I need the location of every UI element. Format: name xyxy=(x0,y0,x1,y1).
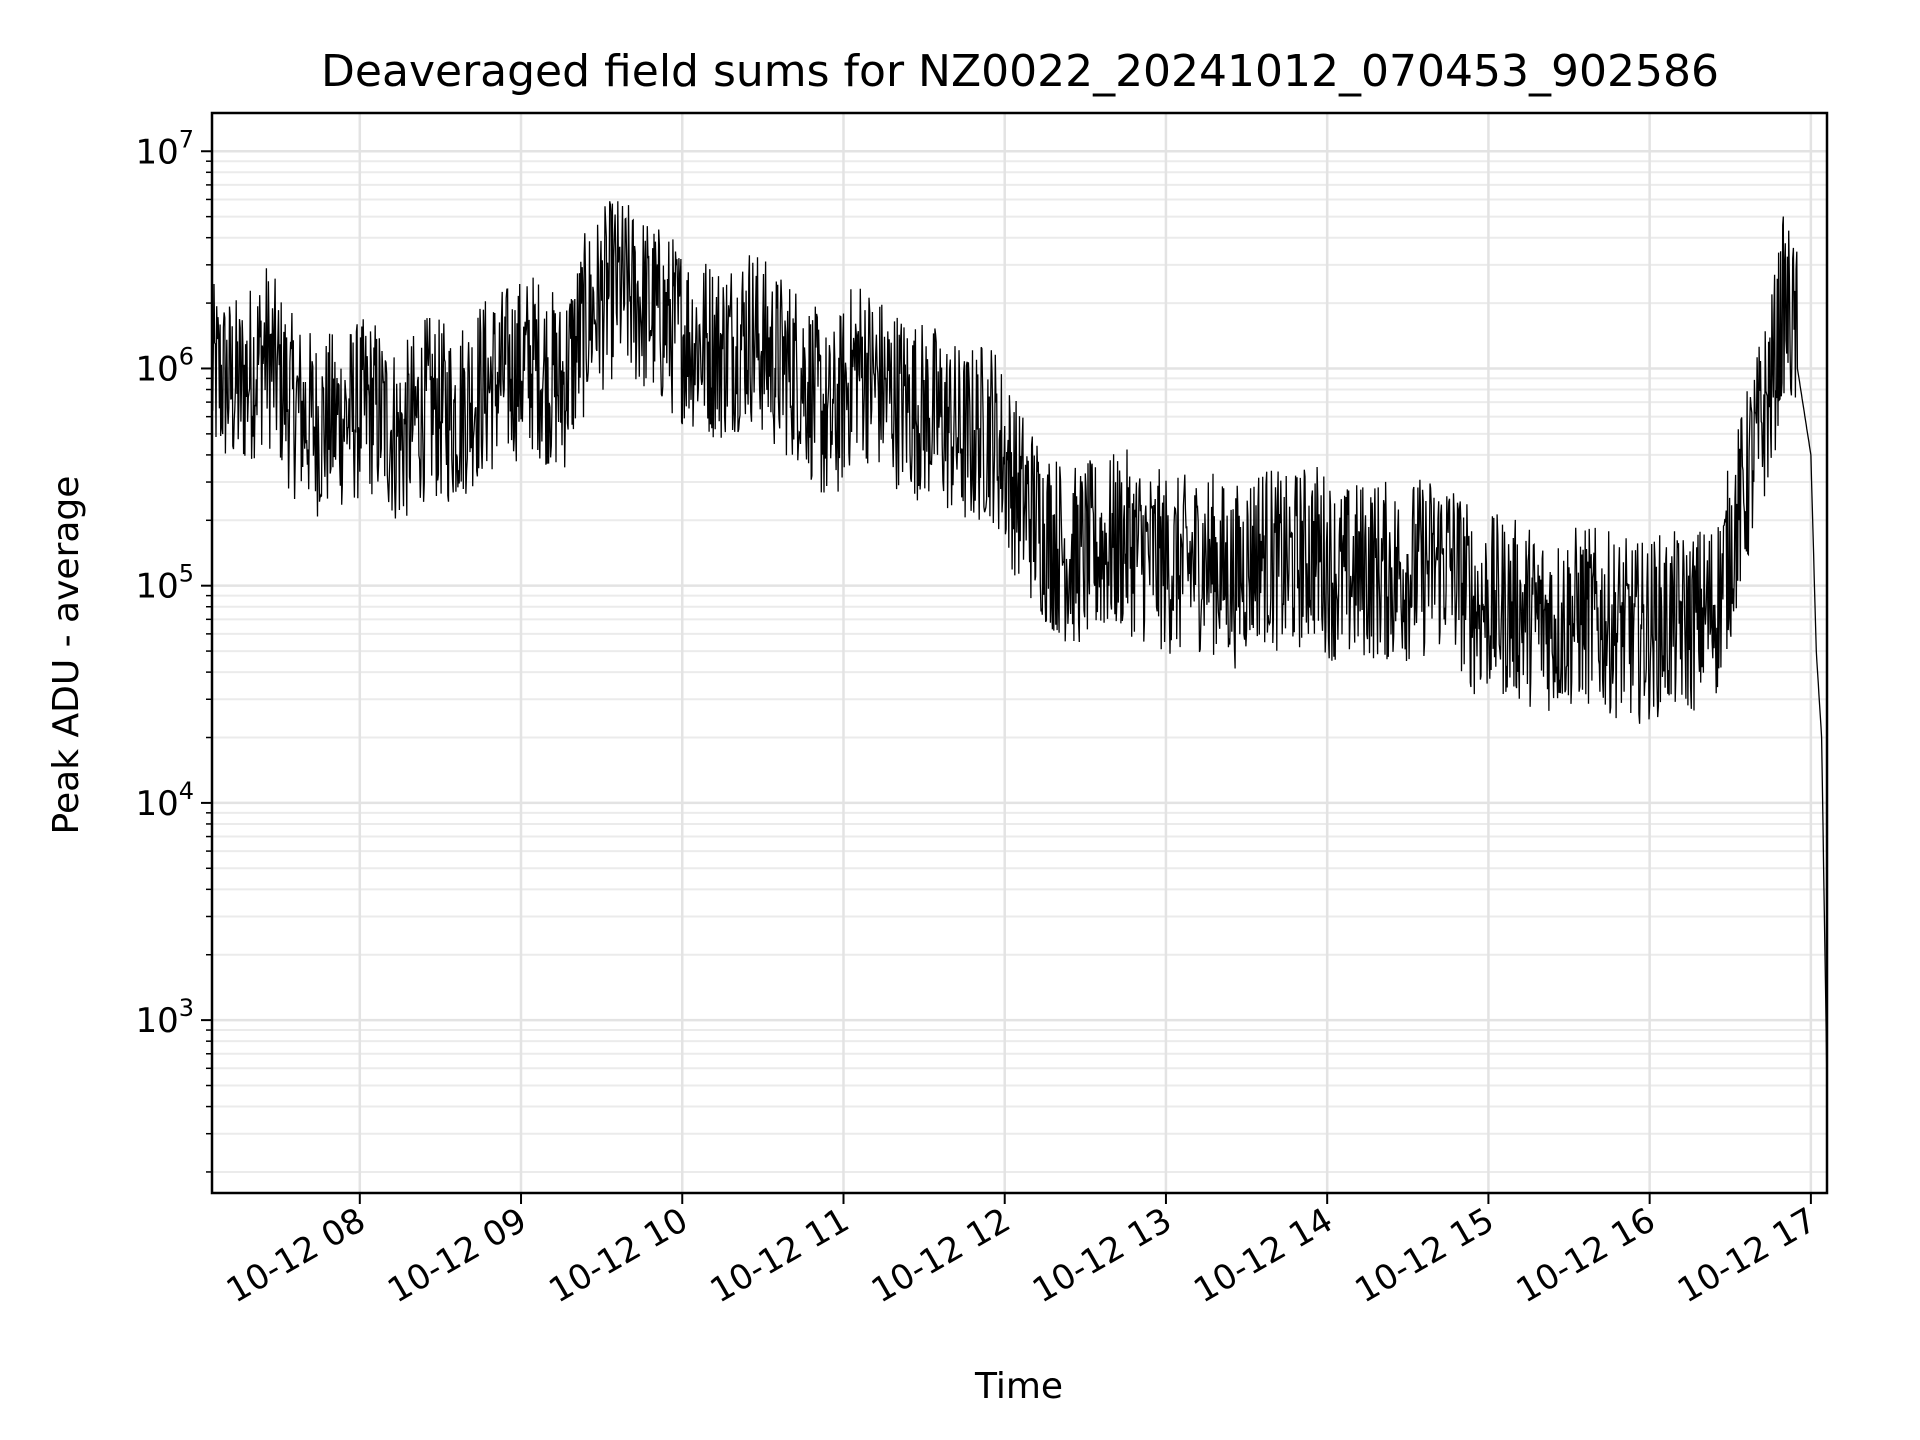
plot-frame xyxy=(210,111,1829,1195)
x-axis-label: Time xyxy=(974,1366,1063,1407)
y-tick-label: 104 xyxy=(135,777,194,824)
y-axis-label: Peak ADU - average xyxy=(46,476,87,835)
data-series xyxy=(211,201,1828,1086)
chart-title: Deaveraged field sums for NZ0022_2024101… xyxy=(321,46,1719,97)
y-axis-ticks: 103 104 105 106 107 xyxy=(135,125,212,1173)
y-tick-label: 106 xyxy=(135,342,194,389)
y-tick-label: 105 xyxy=(135,560,194,607)
axes-frame xyxy=(210,111,1829,1195)
y-tick-label: 107 xyxy=(135,125,194,172)
y-tick-label: 103 xyxy=(135,994,194,1041)
series-line xyxy=(211,201,1828,1086)
